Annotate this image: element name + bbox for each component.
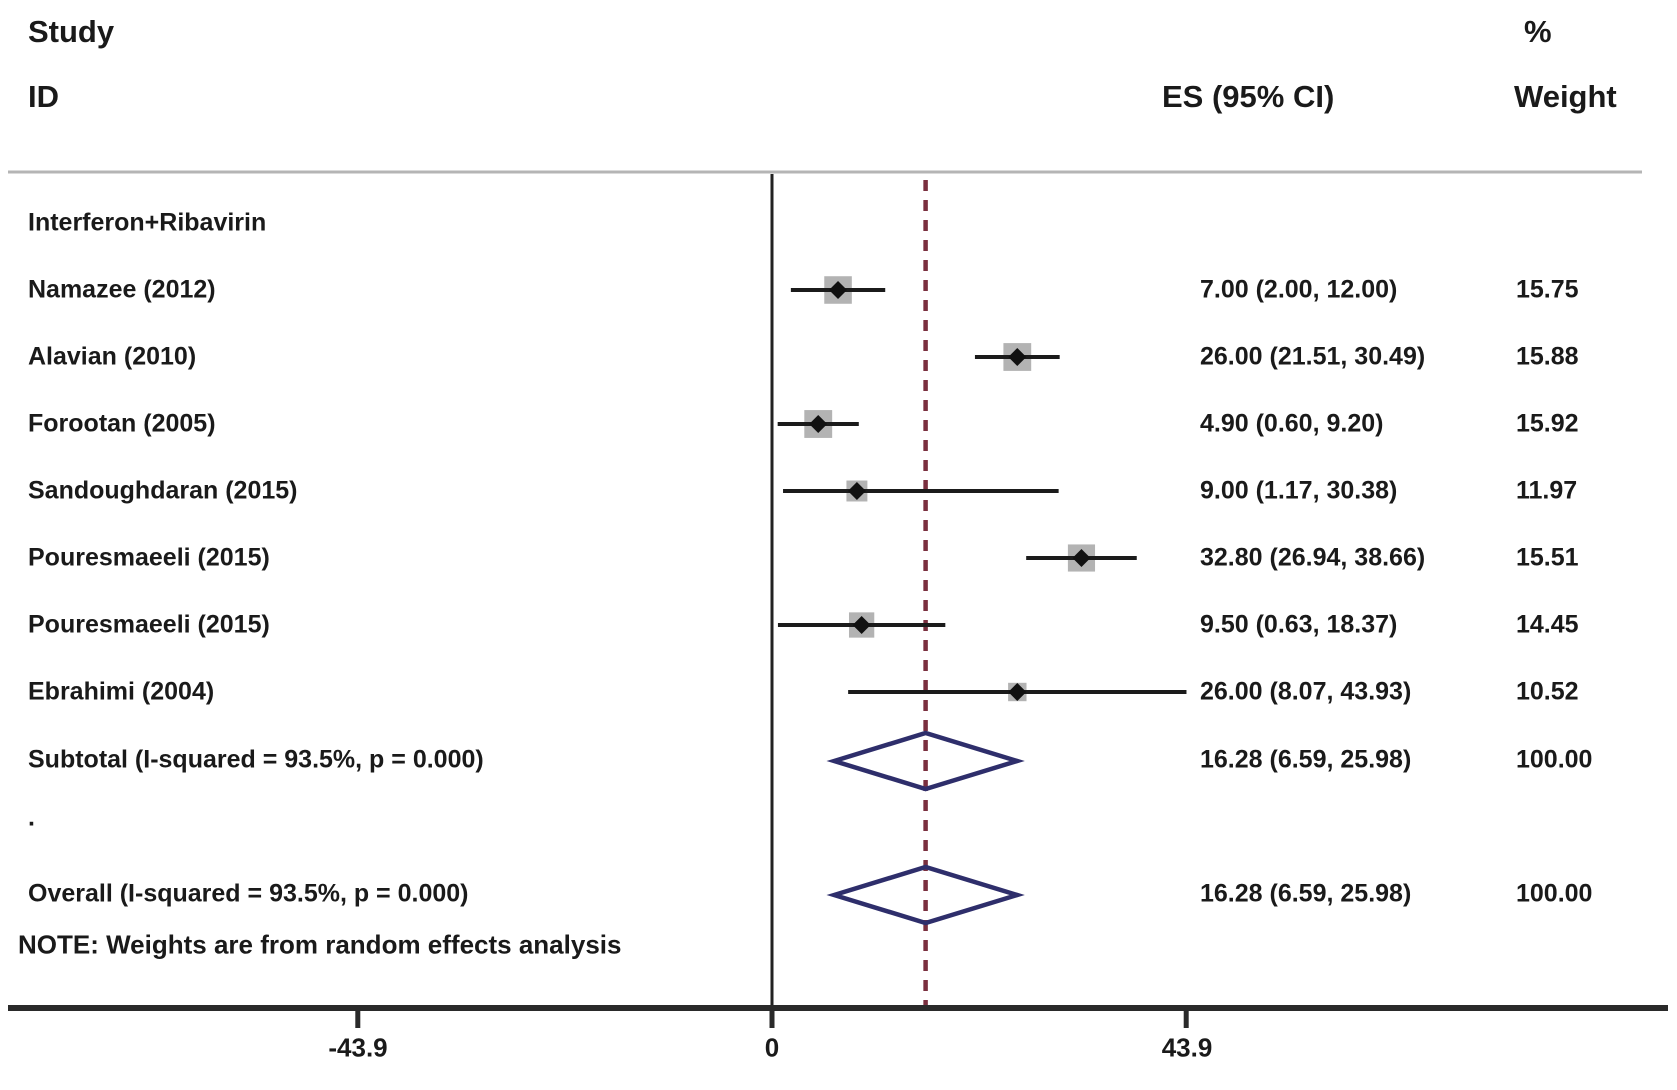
study-es-value: 32.80 (26.94, 38.66) — [1200, 543, 1426, 572]
effect-marker — [829, 281, 848, 299]
column-header-id: ID — [28, 79, 59, 114]
effect-marker — [809, 415, 828, 433]
subtotal-label: Subtotal (I-squared = 93.5%, p = 0.000) — [28, 745, 484, 774]
study-weight-value: 15.88 — [1516, 342, 1579, 371]
study-label: Forootan (2005) — [28, 409, 216, 438]
study-es-value: 26.00 (21.51, 30.49) — [1200, 342, 1426, 371]
column-header-weight: Weight — [1514, 79, 1617, 114]
x-tick-label-zero: 0 — [764, 1032, 780, 1063]
study-weight-value: 15.92 — [1516, 409, 1579, 438]
overall-label: Overall (I-squared = 93.5%, p = 0.000) — [28, 879, 469, 908]
effect-marker — [847, 482, 866, 500]
study-label: Sandoughdaran (2015) — [28, 476, 298, 505]
effect-marker — [1008, 683, 1027, 701]
column-header-percent: % — [1524, 14, 1552, 49]
subtotal-diamond — [826, 730, 1025, 792]
study-weight-value: 15.75 — [1516, 275, 1579, 304]
study-weight-value: 11.97 — [1516, 476, 1578, 505]
study-label: Pouresmaeeli (2015) — [28, 610, 270, 639]
study-label: Ebrahimi (2004) — [28, 677, 215, 706]
x-tick-label-neg: -43.9 — [328, 1032, 388, 1063]
overall-weight-value: 100.00 — [1516, 879, 1593, 908]
study-es-value: 7.00 (2.00, 12.00) — [1200, 275, 1398, 304]
study-weight-value: 14.45 — [1516, 610, 1579, 639]
study-weight-value: 15.51 — [1516, 543, 1579, 572]
subtotal-es-value: 16.28 (6.59, 25.98) — [1200, 745, 1412, 774]
column-header-study: Study — [28, 14, 115, 49]
overall-diamond — [826, 864, 1025, 926]
effect-marker — [852, 616, 871, 634]
study-label: Pouresmaeeli (2015) — [28, 543, 270, 572]
study-label: Alavian (2010) — [28, 342, 197, 371]
x-tick-label-pos: 43.9 — [1161, 1032, 1213, 1063]
column-header-es-ci: ES (95% CI) — [1162, 79, 1335, 114]
blank-row-dot: . — [28, 803, 35, 832]
subtotal-weight-value: 100.00 — [1516, 745, 1593, 774]
effect-marker — [1008, 348, 1027, 366]
effect-marker — [1072, 549, 1091, 567]
study-es-value: 9.50 (0.63, 18.37) — [1200, 610, 1398, 639]
overall-es-value: 16.28 (6.59, 25.98) — [1200, 879, 1412, 908]
random-effects-note: NOTE: Weights are from random effects an… — [18, 929, 622, 960]
study-label: Namazee (2012) — [28, 275, 216, 304]
study-es-value: 9.00 (1.17, 30.38) — [1200, 476, 1398, 505]
group-label: Interferon+Ribavirin — [28, 208, 267, 237]
study-weight-value: 10.52 — [1516, 677, 1579, 706]
study-es-value: 4.90 (0.60, 9.20) — [1200, 409, 1384, 438]
study-es-value: 26.00 (8.07, 43.93) — [1200, 677, 1412, 706]
